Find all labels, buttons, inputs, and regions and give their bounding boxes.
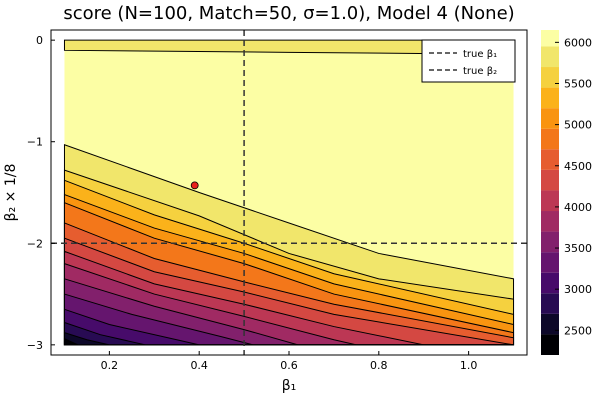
y-axis: 0 −1 −2 −3 — [27, 34, 55, 352]
colorbar-level — [541, 149, 559, 170]
colorbar-level — [541, 272, 559, 294]
x-tick-label: 1.0 — [460, 359, 478, 372]
data-point — [190, 181, 199, 190]
colorbar-tick-label: 3500 — [564, 242, 592, 255]
colorbar-level — [541, 252, 559, 273]
contour-band — [63, 337, 514, 346]
y-tick-label: 0 — [36, 34, 43, 47]
colorbar-tick-label: 5000 — [564, 119, 592, 132]
chart-title: score (N=100, Match=50, σ=1.0), Model 4 … — [63, 3, 514, 24]
y-axis-label: β₂ × 1/8 — [3, 164, 19, 222]
colorbar-level — [541, 108, 559, 129]
x-axis: 0.2 0.4 0.6 0.8 1.0 — [101, 351, 478, 372]
colorbar-tick-label: 5500 — [564, 77, 592, 90]
legend: true β₁ true β₂ — [421, 39, 516, 83]
colorbar-tick-label: 2500 — [564, 324, 592, 337]
x-tick-label: 0.6 — [280, 359, 298, 372]
x-tick-label: 0.8 — [370, 359, 388, 372]
colorbar-level — [541, 128, 559, 150]
colorbar-level — [541, 87, 559, 109]
colorbar-level — [541, 169, 559, 191]
y-tick-label: −3 — [27, 339, 43, 352]
colorbar-level — [541, 67, 559, 88]
legend-label: true β₂ — [463, 66, 497, 77]
colorbar-level — [541, 334, 559, 355]
x-axis-label: β₁ — [282, 378, 297, 394]
legend-box — [421, 39, 516, 83]
colorbar-level — [541, 190, 559, 212]
colorbar-tick-label: 4500 — [564, 160, 592, 173]
colorbar: 2500 3000 3500 4000 4500 5000 5500 6000 — [541, 30, 592, 355]
y-tick-label: −1 — [27, 136, 43, 149]
x-tick-label: 0.4 — [190, 359, 208, 372]
colorbar-tick-label: 6000 — [564, 36, 592, 49]
contour-bands — [63, 39, 515, 346]
colorbar-tick-label: 4000 — [564, 201, 592, 214]
colorbar-level — [541, 293, 559, 314]
colorbar-level — [541, 46, 559, 68]
colorbar-level — [541, 313, 559, 335]
x-tick-label: 0.2 — [101, 359, 119, 372]
legend-label: true β₁ — [463, 49, 497, 60]
data-points — [190, 181, 199, 190]
colorbar-tick-label: 3000 — [564, 283, 592, 296]
y-tick-label: −2 — [27, 237, 43, 250]
reference-lines — [51, 30, 527, 355]
colorbar-level — [541, 211, 559, 232]
colorbar-level — [541, 231, 559, 253]
colorbar-level — [541, 30, 559, 47]
